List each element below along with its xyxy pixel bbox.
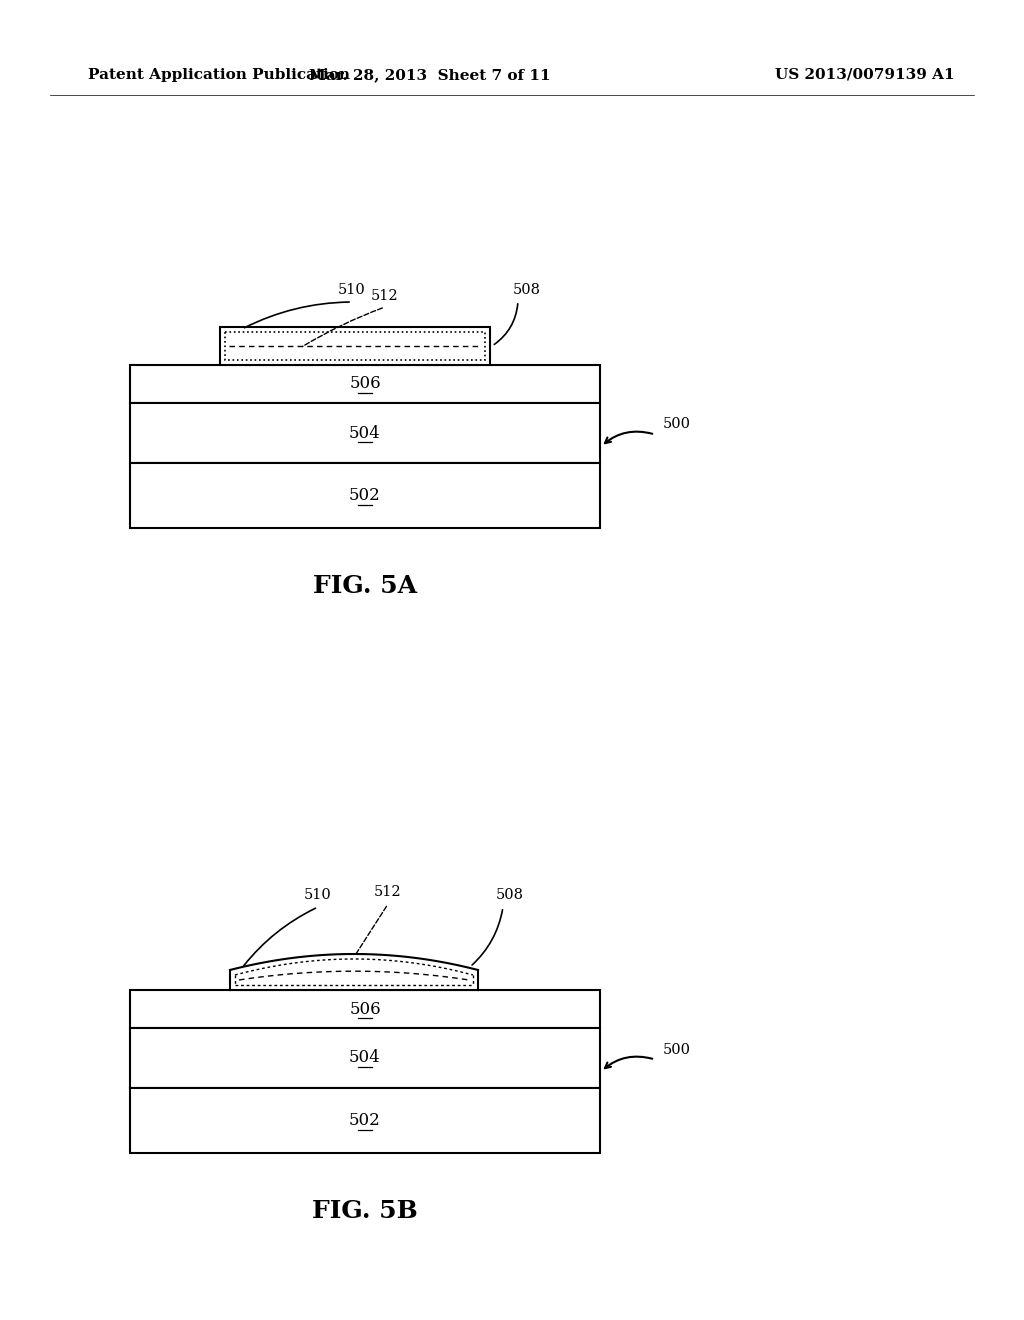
Text: Patent Application Publication: Patent Application Publication	[88, 69, 350, 82]
Text: 506: 506	[349, 1001, 381, 1018]
Bar	[130, 1028, 600, 1088]
Text: 510: 510	[338, 282, 366, 297]
Text: 512: 512	[374, 884, 401, 899]
Text: 502: 502	[349, 487, 381, 504]
Text: US 2013/0079139 A1: US 2013/0079139 A1	[775, 69, 954, 82]
Bar	[130, 990, 600, 1028]
Bar	[130, 366, 600, 403]
Bar	[130, 463, 600, 528]
Text: 510: 510	[304, 888, 332, 902]
Bar	[130, 403, 600, 463]
Text: 512: 512	[371, 289, 398, 304]
Text: 508: 508	[496, 888, 524, 902]
Polygon shape	[230, 954, 478, 990]
Text: 504: 504	[349, 1049, 381, 1067]
Text: 502: 502	[349, 1111, 381, 1129]
Bar	[220, 327, 490, 366]
Text: 508: 508	[513, 282, 541, 297]
Text: 504: 504	[349, 425, 381, 441]
Text: 500: 500	[663, 1043, 691, 1056]
Text: Mar. 28, 2013  Sheet 7 of 11: Mar. 28, 2013 Sheet 7 of 11	[309, 69, 551, 82]
Text: FIG. 5A: FIG. 5A	[313, 574, 417, 598]
Text: FIG. 5B: FIG. 5B	[312, 1199, 418, 1224]
Bar	[130, 1088, 600, 1152]
Text: 506: 506	[349, 375, 381, 392]
Bar	[225, 333, 485, 360]
Text: 500: 500	[663, 417, 691, 432]
